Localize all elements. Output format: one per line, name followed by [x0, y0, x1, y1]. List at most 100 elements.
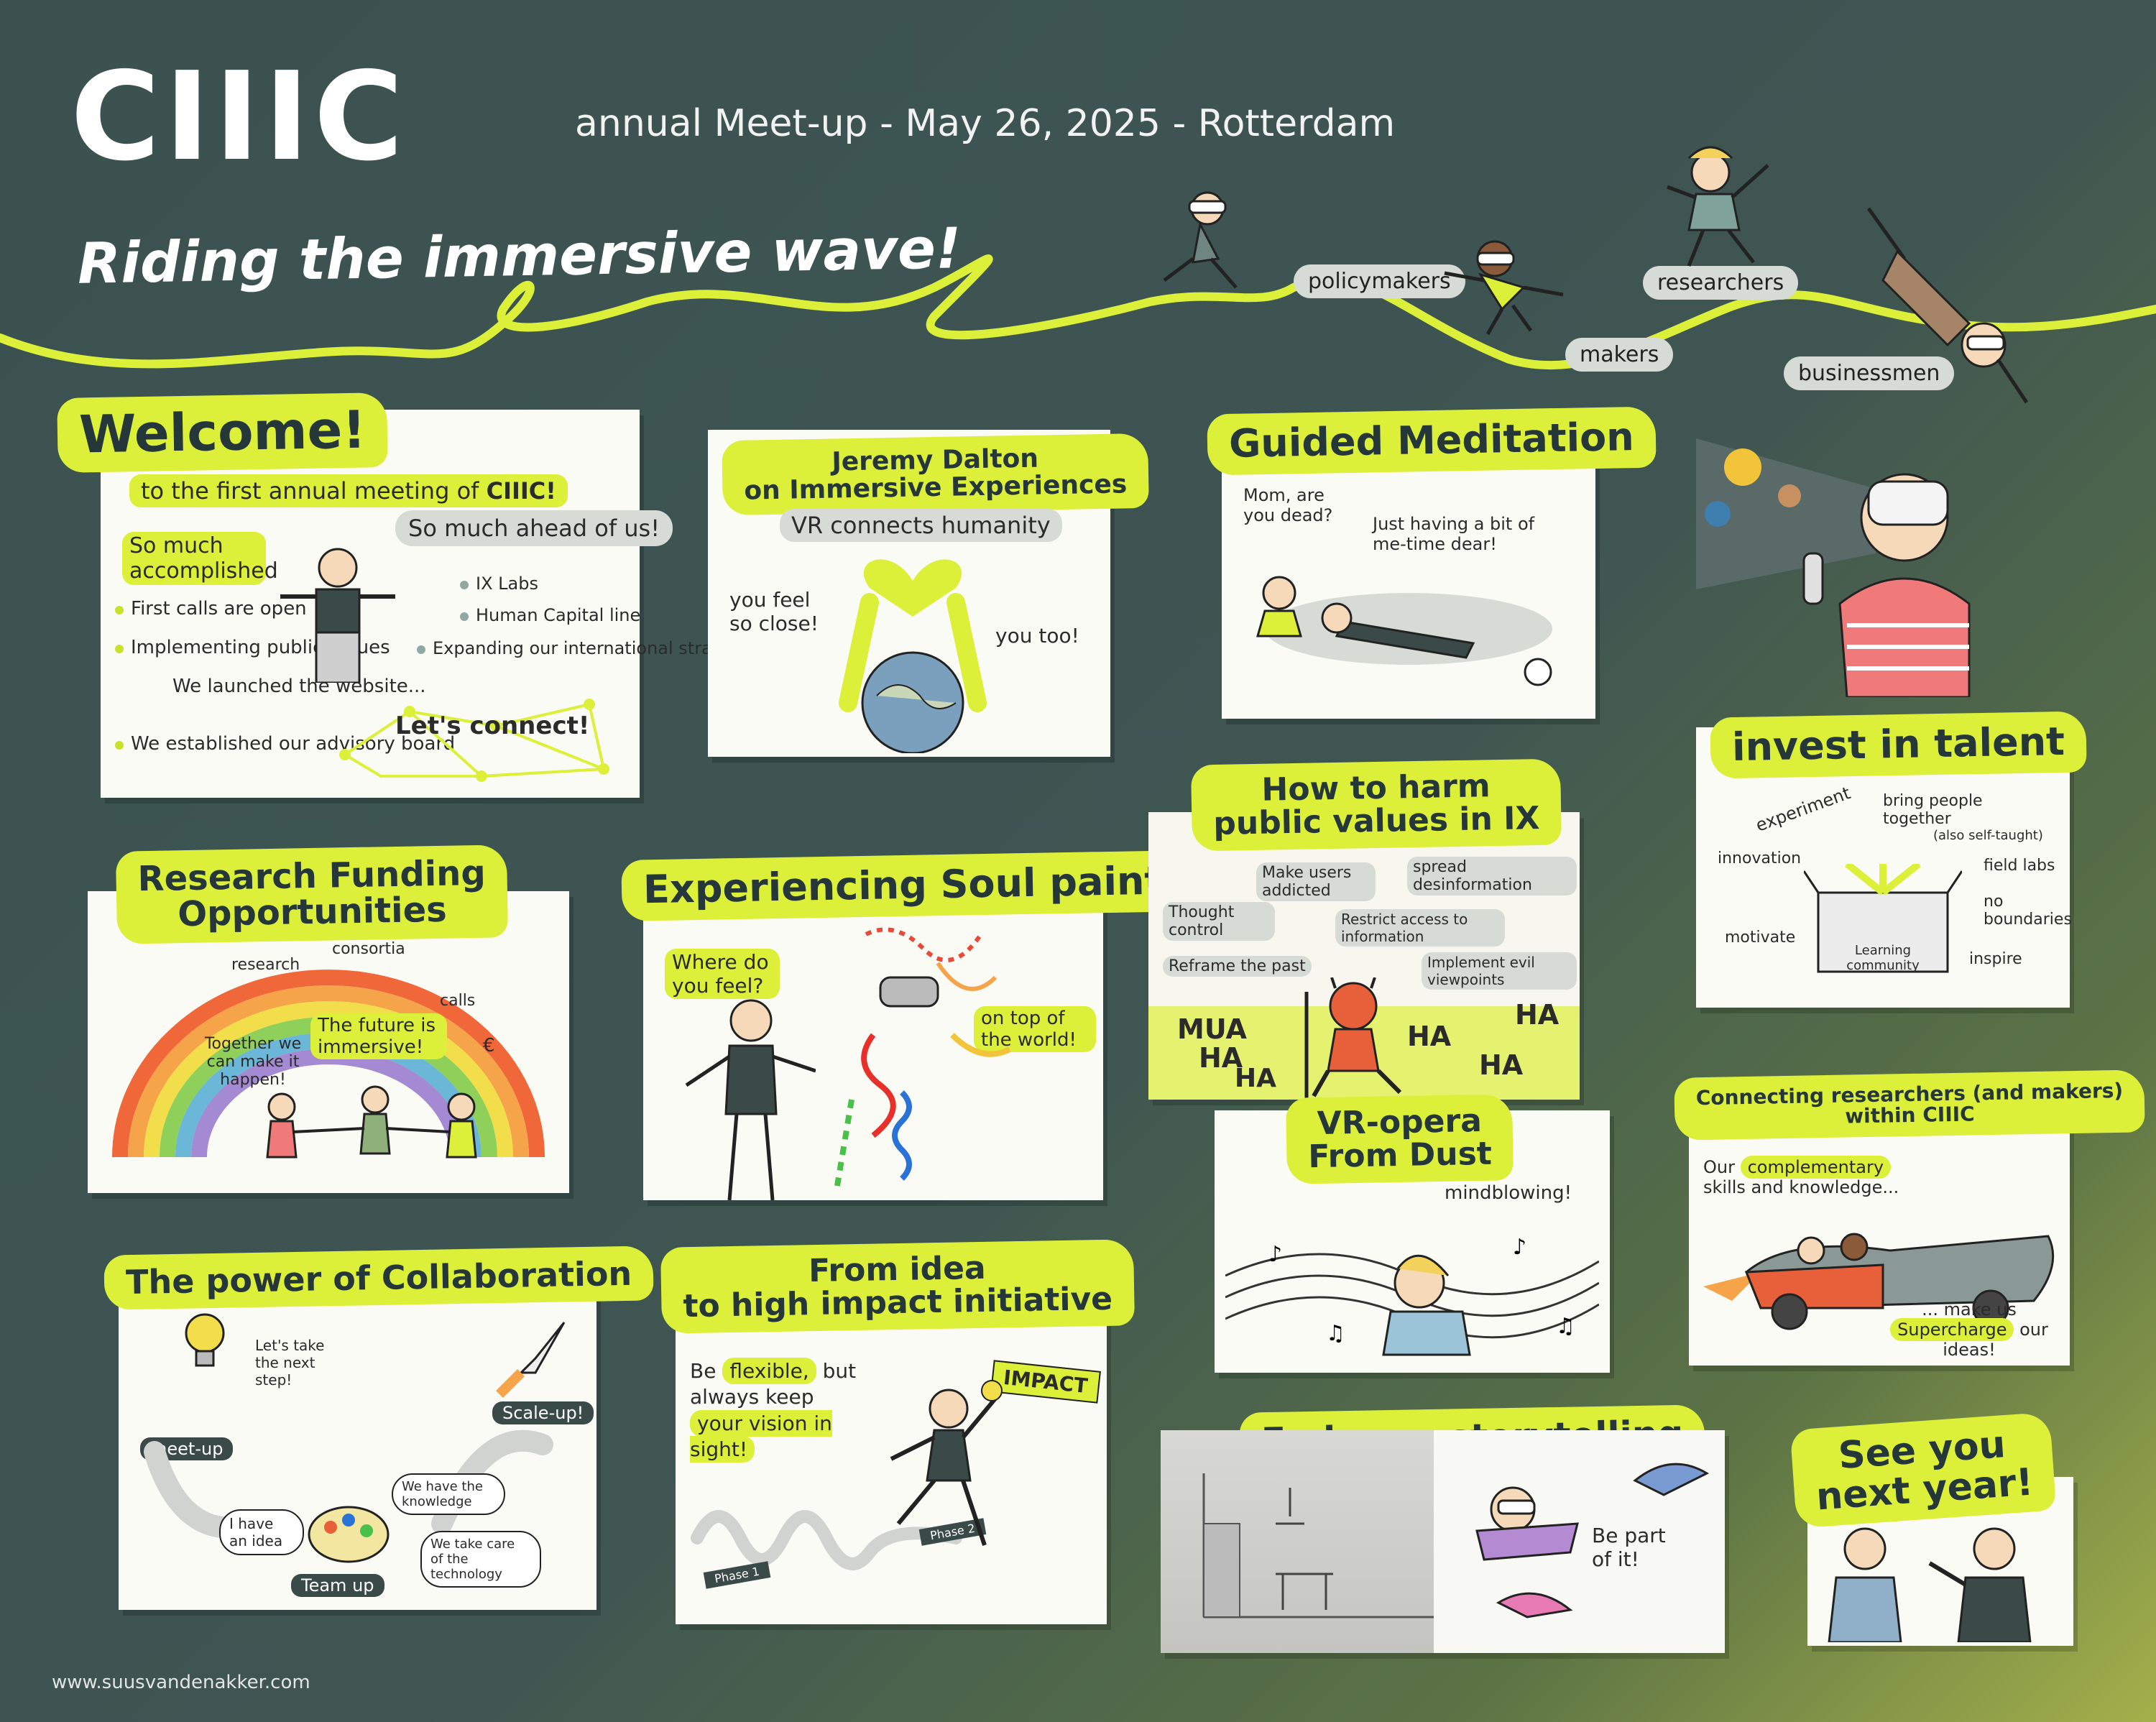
rainbow-word: research	[231, 956, 300, 974]
scaleup-label: Scale-up!	[492, 1401, 594, 1424]
wave-line	[0, 254, 2156, 370]
connecting-top-post: skills and knowledge...	[1703, 1177, 1899, 1197]
wave-label-researchers: researchers	[1643, 266, 1799, 300]
bulb-icon	[185, 1313, 225, 1367]
harm-item: Make users addicted	[1256, 862, 1376, 901]
car-graphic	[1703, 1233, 2055, 1330]
accomplished-item-text: We launched the website...	[172, 676, 426, 697]
waving-people	[1828, 1527, 2032, 1642]
laugh-text: HA	[1479, 1049, 1524, 1081]
meditation-card: Guided Meditation Mom, are you dead? Jus…	[1207, 406, 1657, 719]
paint-scribbles	[834, 927, 1011, 1187]
connecting-bottom-text: ... make us Supercharge our ideas!	[1876, 1299, 2063, 1360]
ahead-item-text: IX Labs	[476, 574, 538, 594]
dalton-title-line2: on Immersive Experiences	[744, 469, 1128, 506]
laugh-text: HA	[1407, 1021, 1452, 1052]
svg-text:♪: ♪	[1513, 1235, 1526, 1260]
technology-bubble: We take care of the technology	[420, 1531, 541, 1588]
wave-label-businessmen: businessmen	[1784, 356, 1955, 390]
opera-title-line2: From Dust	[1307, 1135, 1493, 1176]
footer-url[interactable]: www.suusvandenakker.com	[52, 1672, 310, 1693]
connecting-card: Connecting researchers (and makers) with…	[1674, 1069, 2146, 1366]
harm-item: Reframe the past	[1163, 956, 1312, 977]
ahead-item-text: Human Capital line	[476, 605, 641, 625]
wave-label-policymakers: policymakers	[1294, 264, 1465, 298]
connect-text: Let's connect!	[395, 712, 590, 740]
invest-word: bring people together	[1883, 792, 1983, 828]
collab-quote: Let's take the next step!	[255, 1337, 325, 1389]
impact-title-line2: to high impact initiative	[682, 1280, 1113, 1325]
wave-label-makers: makers	[1565, 338, 1674, 372]
accomplished-item-text: First calls are open	[131, 598, 307, 620]
soulpaint-answer: on top of the world!	[974, 1006, 1096, 1052]
soulpaint-figure	[685, 999, 816, 1201]
svg-text:♫: ♫	[1556, 1314, 1575, 1339]
research-card: Research Funding Opportunities research …	[88, 844, 569, 1193]
vr-kid-illustration	[1696, 438, 1971, 697]
globe-heart-graphic	[839, 559, 987, 753]
invest-word: (also self-taught)	[1933, 828, 2043, 843]
impact-vision: your vision in sight!	[690, 1409, 832, 1463]
impact-card: From idea to high impact initiative Be f…	[660, 1239, 1135, 1624]
meditation-title: Guided Meditation	[1207, 406, 1657, 476]
diver-figure	[1866, 207, 2029, 404]
devil-figure	[1304, 977, 1402, 1100]
seeyou-card: See you next year!	[1789, 1412, 2073, 1646]
accomplished-label: So much accomplished	[122, 532, 278, 585]
harm-item: spread desinformation	[1407, 857, 1577, 895]
ahead-label: So much ahead of us!	[395, 510, 673, 546]
learning-box	[1804, 864, 1962, 973]
ahead-item: Human Capital line	[460, 605, 640, 625]
collab-title: The power of Collaboration	[103, 1246, 654, 1310]
teamup-label: Team up	[291, 1574, 384, 1597]
impact-sign: IMPACT	[990, 1360, 1101, 1404]
accomplished-item: We launched the website...	[172, 676, 426, 697]
soulpaint-question: Where do you feel?	[665, 949, 780, 999]
welcome-title: Welcome!	[57, 392, 389, 473]
research-title: Research Funding Opportunities	[115, 844, 509, 944]
harm-title: How to harm public values in IX	[1190, 758, 1562, 852]
idea-bubble: I have an idea	[219, 1509, 304, 1555]
impact-advice: Be flexible, but always keep your vision…	[690, 1358, 862, 1463]
mom-quote: Just having a bit of me-time dear!	[1373, 514, 1535, 554]
storytelling-quote: Be part of it!	[1592, 1524, 1666, 1571]
dalton-right-quote: you too!	[995, 624, 1079, 648]
leaping-figure	[890, 1380, 1003, 1546]
impact-flexible: flexible,	[722, 1358, 816, 1384]
welcome-subtitle-text: to the first annual meeting of	[141, 477, 479, 505]
laugh-text: HA	[1235, 1064, 1276, 1093]
palette-graphic	[308, 1506, 390, 1563]
logo: CIIIC	[70, 46, 408, 188]
ahead-item-text: Expanding our international strategy	[433, 638, 751, 658]
learning-box-label: Learning community	[1846, 943, 1920, 973]
coin-symbol: €	[483, 1035, 495, 1056]
rainbow-word: calls	[440, 992, 476, 1010]
ahead-item: Expanding our international strategy	[417, 638, 750, 658]
rainbow-word: consortia	[332, 940, 405, 958]
dalton-left-quote: you feel so close!	[729, 588, 819, 635]
knowledge-bubble: We have the knowledge	[392, 1473, 505, 1515]
research-left-quote: Together we can make it happen!	[204, 1035, 302, 1089]
child-quote: Mom, are you dead?	[1243, 485, 1333, 525]
opera-card: VR-opera From Dust mindblowing! ♪ ♫ ♪ ♫	[1215, 1094, 1610, 1373]
connecting-title: Connecting researchers (and makers) with…	[1674, 1069, 2146, 1141]
connecting-bottom-hl: Supercharge	[1890, 1318, 2014, 1341]
dalton-card: Jeremy Dalton on Immersive Experiences V…	[708, 430, 1149, 757]
connecting-bottom-post: our ideas!	[1943, 1320, 2048, 1360]
invest-word: no boundaries	[1984, 893, 2072, 929]
invest-card: invest in talent experiment bring people…	[1696, 711, 2087, 1008]
invest-title: invest in talent	[1710, 711, 2087, 779]
impact-be: Be	[690, 1359, 717, 1383]
research-center-quote: The future is immersive!	[310, 1013, 447, 1059]
invest-word: field labs	[1984, 857, 2055, 875]
laugh-text: HA	[1199, 1042, 1243, 1074]
svg-text:♪: ♪	[1268, 1242, 1282, 1267]
welcome-card: Welcome! to the first annual meeting of …	[57, 392, 750, 798]
flying-figure	[1475, 1463, 1710, 1619]
impact-keep: but always keep	[690, 1359, 857, 1409]
soulpaint-title: Experiencing Soul paint	[621, 850, 1185, 921]
music-waves: ♪ ♫ ♪ ♫	[1225, 1235, 1599, 1356]
accomplished-item-text: We established our advisory board	[131, 733, 456, 755]
opera-title: VR-opera From Dust	[1285, 1094, 1514, 1185]
laugh-text: HA	[1515, 999, 1560, 1031]
